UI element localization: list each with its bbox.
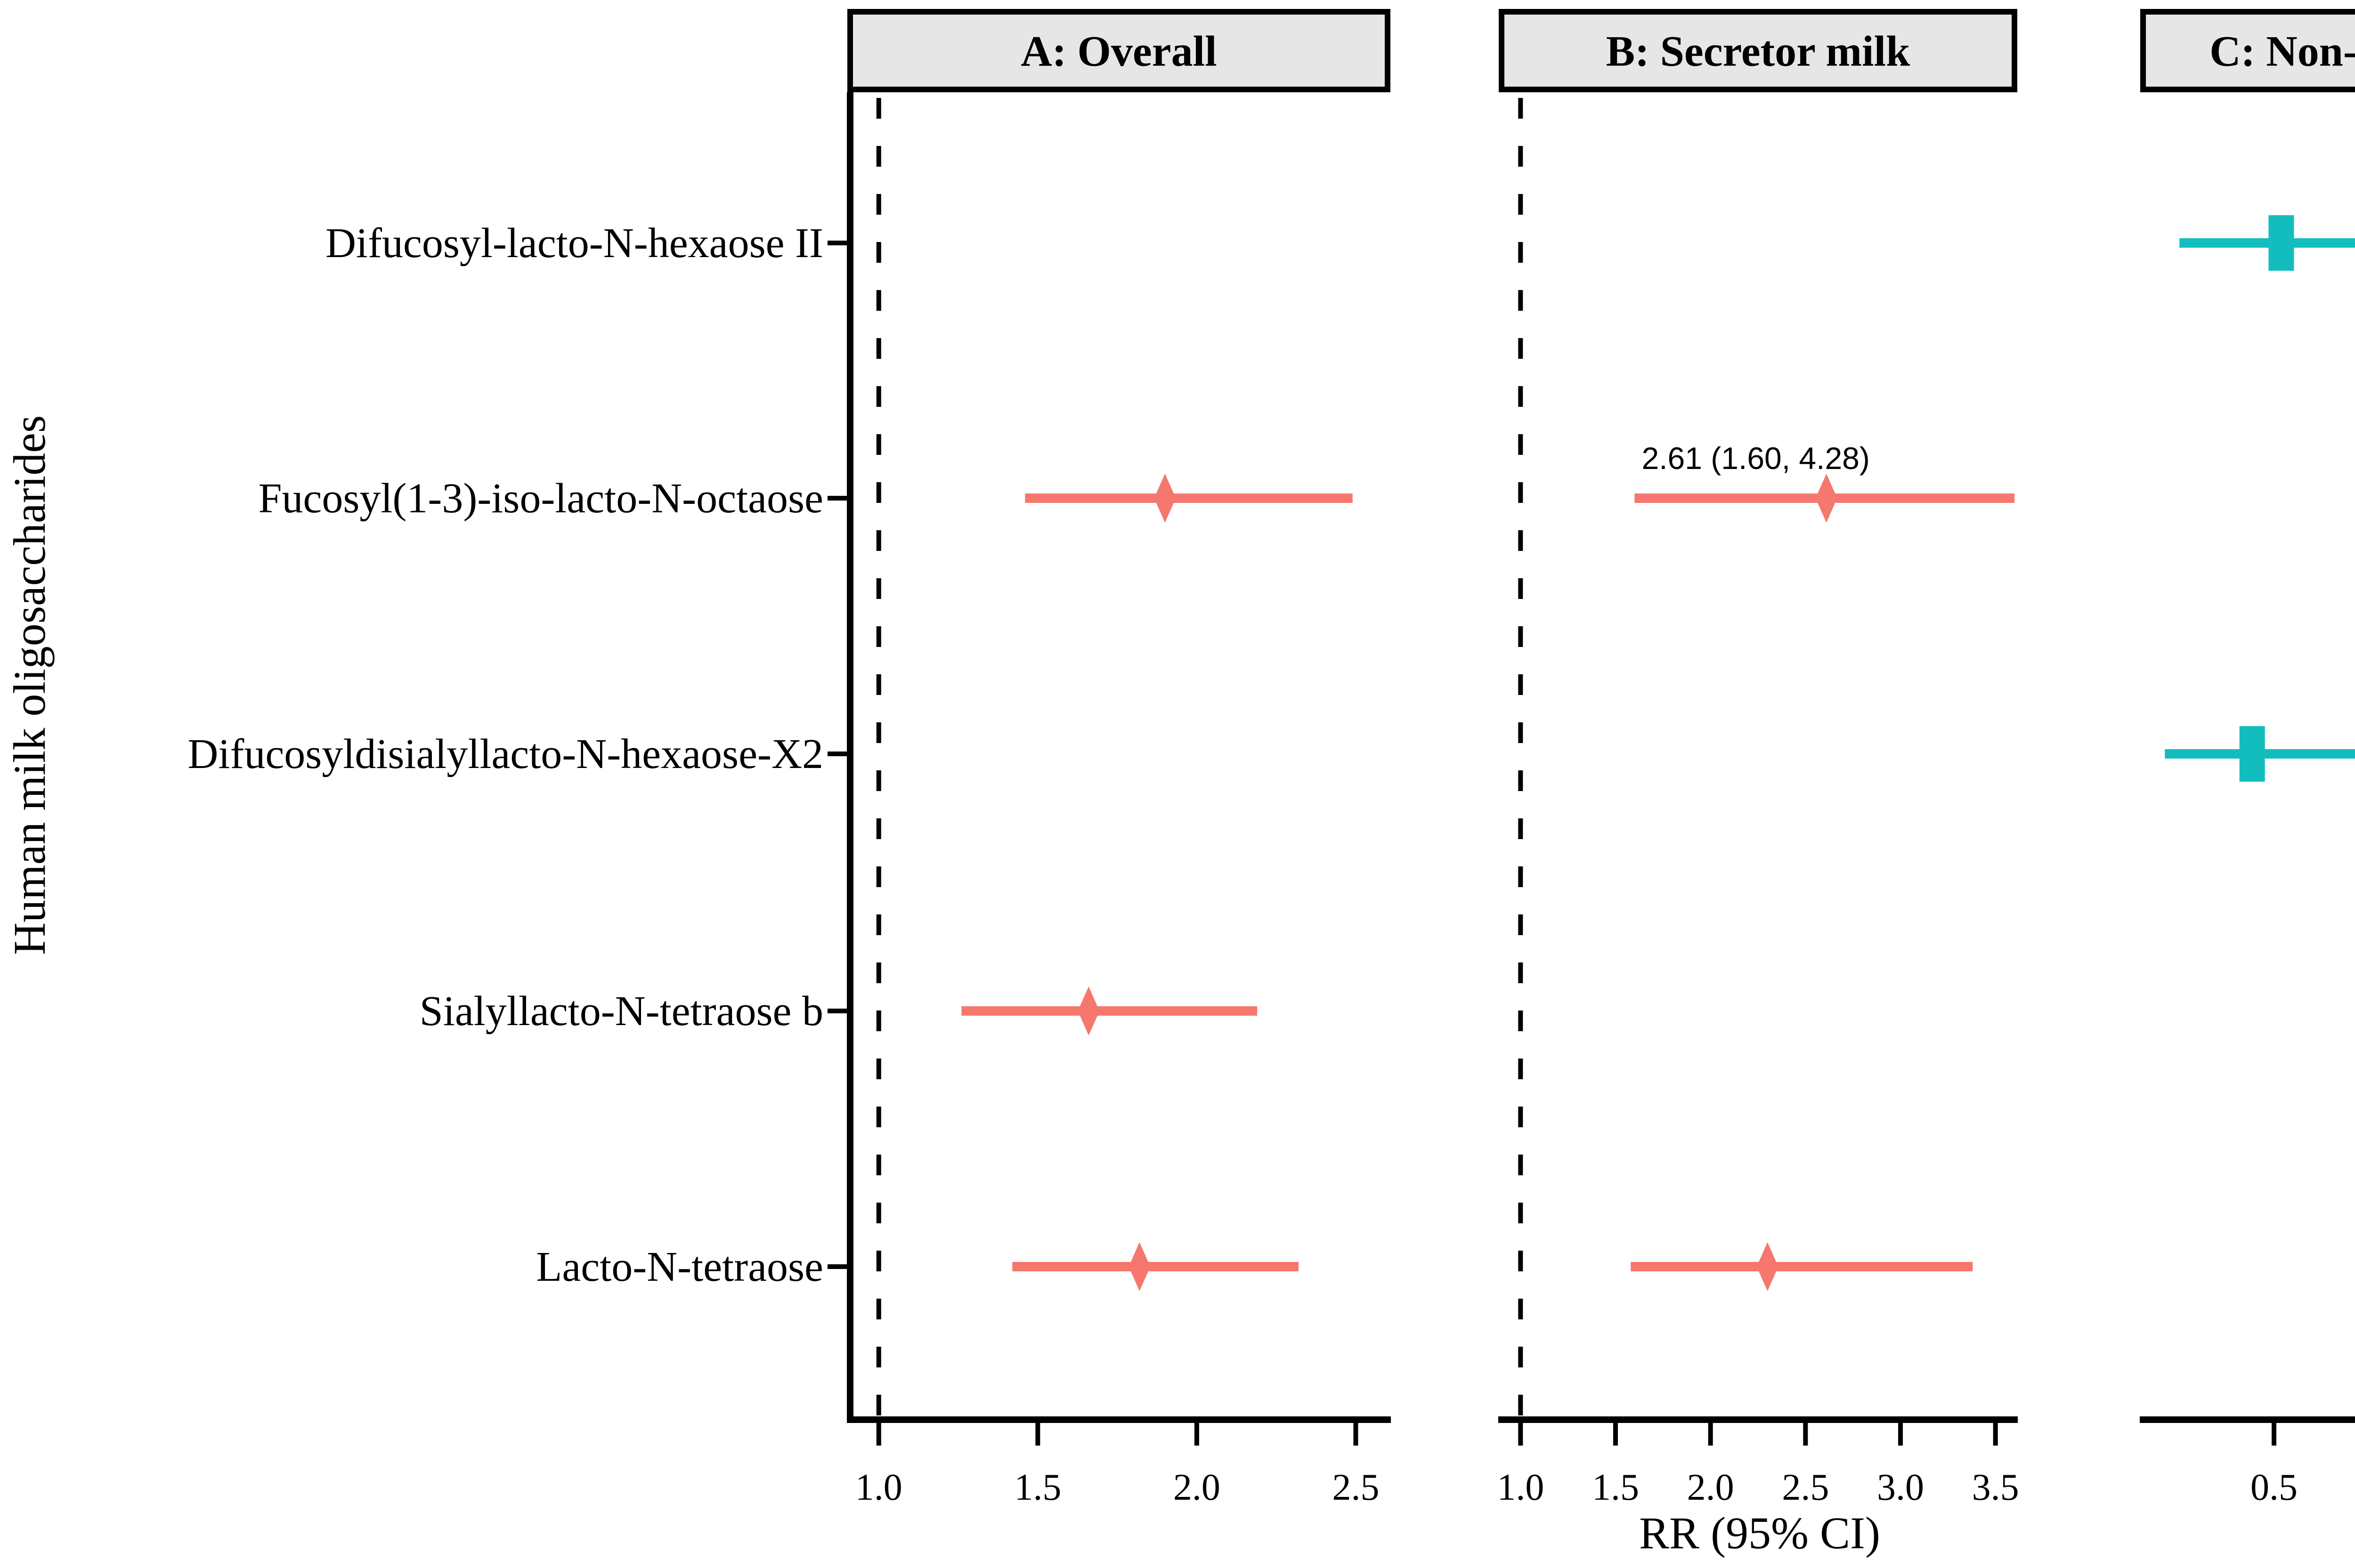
panel-header-strip (847, 9, 1390, 92)
y-axis-title: Human milk oligosaccharides (4, 415, 55, 955)
panel-header-label: B: Secretor milk (1606, 27, 1910, 75)
panel-header-strip (2140, 9, 2355, 92)
x-tick-label: 1.0 (1497, 1467, 1544, 1508)
point-marker-diamond (1078, 986, 1100, 1035)
x-tick-label: 1.5 (1014, 1467, 1061, 1508)
point-marker-square (2268, 215, 2294, 271)
point-marker-diamond (1129, 1242, 1151, 1291)
x-tick-label: 2.0 (1687, 1467, 1734, 1508)
y-axis-label: Fucosyl(1-3)-iso-lacto-N-octaose (258, 475, 823, 522)
panel-header-label: C: Non-secretor milk (2209, 27, 2355, 75)
x-tick-label: 2.0 (1173, 1467, 1220, 1508)
x-tick-label: 1.5 (1592, 1467, 1639, 1508)
point-marker-diamond (1815, 474, 1837, 523)
point-marker-diamond (1756, 1242, 1778, 1291)
x-tick-label: 0.5 (2250, 1467, 2298, 1508)
y-axis-label: Difucosyl-lacto-N-hexaose II (325, 220, 823, 267)
point-marker-square (2239, 726, 2265, 782)
y-axis-label: Difucosyldisialyllacto-N-hexaose-X2 (187, 731, 823, 777)
x-tick-label: 3.5 (1972, 1467, 2019, 1508)
annotation-label: 2.61 (1.60, 4.28) (1642, 441, 1870, 476)
x-tick-label: 2.5 (1332, 1467, 1379, 1508)
x-tick-label: 1.0 (855, 1467, 902, 1508)
panel-header-strip (1499, 9, 2017, 92)
y-axis-label: Sialyllacto-N-tetraose b (420, 988, 823, 1035)
x-tick-label: 3.0 (1877, 1467, 1924, 1508)
panel-header-label: A: Overall (1021, 27, 1217, 75)
point-marker-diamond (1154, 474, 1176, 523)
y-axis-label: Lacto-N-tetraose (536, 1244, 823, 1290)
x-tick-label: 2.5 (1782, 1467, 1829, 1508)
x-axis-title: RR (95% CI) (1639, 1508, 1880, 1558)
